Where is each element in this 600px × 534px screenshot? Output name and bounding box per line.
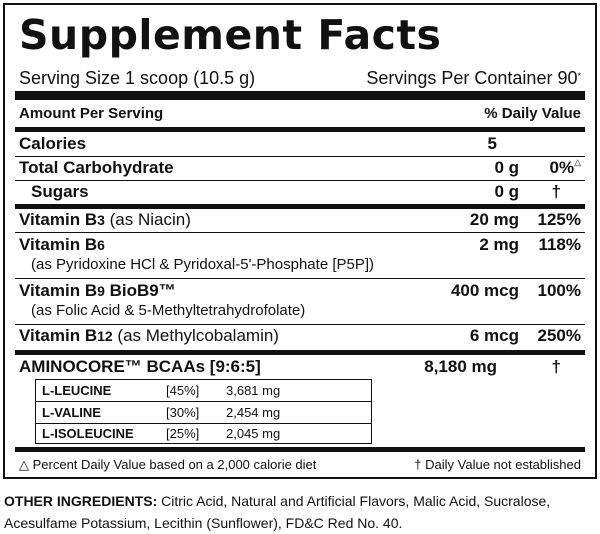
- divider-thin: [15, 324, 585, 325]
- divider-thin: [15, 180, 585, 181]
- row-vitamin-b6: Vitamin B6 (as Pyridoxine HCl & Pyridoxa…: [19, 235, 581, 273]
- divider-medium: [15, 350, 585, 355]
- servings-marker: *: [577, 71, 581, 81]
- other-ingredients-text: Citric Acid, Natural and Artificial Flav…: [4, 493, 551, 531]
- bcaa-row-leucine: L-LEUCINE [45%] 3,681 mg: [42, 383, 281, 398]
- bcaa-row-isoleucine: L-ISOLEUCINE [25%] 2,045 mg: [42, 426, 281, 441]
- daily-value-heading: % Daily Value: [484, 105, 581, 122]
- supplement-facts-panel: Supplement Facts Serving Size 1 scoop (1…: [3, 3, 597, 479]
- divider-thin: [15, 278, 585, 279]
- bcaa-row-valine: L-VALINE [30%] 2,454 mg: [42, 405, 281, 420]
- panel-title: Supplement Facts: [19, 11, 442, 59]
- carb-daily-value: 0%△: [549, 157, 582, 177]
- footnote-daily-value-basis: △ Percent Daily Value based on a 2,000 c…: [19, 457, 317, 472]
- divider-medium: [15, 447, 585, 452]
- other-ingredients: OTHER INGREDIENTS: Citric Acid, Natural …: [4, 490, 598, 534]
- divider-thick: [15, 91, 585, 100]
- serving-size: Serving Size 1 scoop (10.5 g): [19, 68, 256, 88]
- bcaa-divider: [36, 401, 371, 402]
- divider-thin: [15, 232, 585, 233]
- divider-medium: [15, 127, 585, 132]
- serving-info: Serving Size 1 scoop (10.5 g) Servings P…: [19, 67, 581, 89]
- divider-thin: [15, 156, 585, 157]
- divider-medium: [15, 204, 585, 209]
- footnotes: △ Percent Daily Value based on a 2,000 c…: [19, 456, 581, 474]
- amount-per-serving-heading: Amount Per Serving: [19, 105, 164, 122]
- servings-per-container: Servings Per Container 90*: [366, 68, 581, 88]
- other-ingredients-label: OTHER INGREDIENTS:: [4, 493, 158, 509]
- bcaa-breakdown-box: L-LEUCINE [45%] 3,681 mg L-VALINE [30%] …: [35, 379, 372, 444]
- bcaa-divider: [36, 423, 371, 424]
- row-vitamin-b9: Vitamin B9 BioB9™ (as Folic Acid & 5-Met…: [19, 281, 581, 319]
- footnote-not-established: † Daily Value not established: [414, 457, 581, 472]
